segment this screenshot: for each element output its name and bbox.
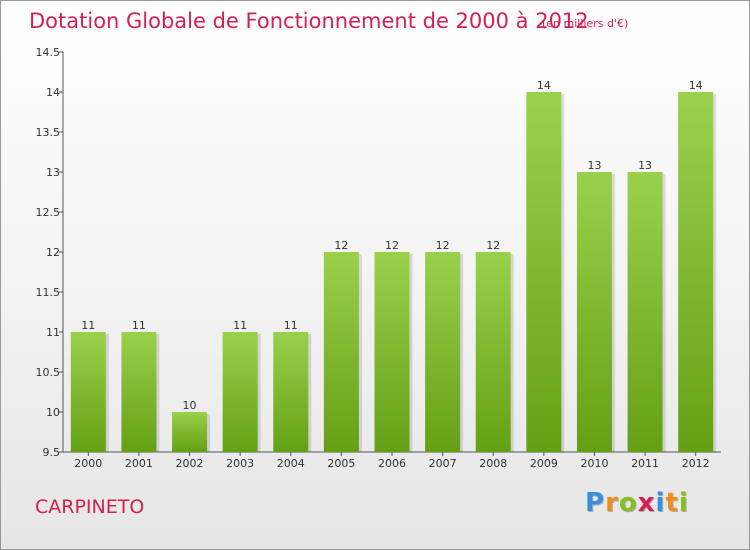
proxiti-logo: Proxiti — [585, 488, 689, 518]
data-label: 12 — [486, 239, 500, 252]
data-label: 11 — [284, 319, 298, 332]
data-label: 11 — [81, 319, 95, 332]
bar-2003 — [222, 332, 258, 452]
x-tick-label: 2003 — [226, 457, 254, 470]
data-label: 13 — [587, 159, 601, 172]
data-label: 13 — [638, 159, 652, 172]
data-label: 10 — [183, 399, 197, 412]
axes: 9.5 10 10.5 11 11.5 12 12.5 13 13.5 14 14.5 2000 200… — [36, 46, 721, 470]
x-tick-label: 2002 — [176, 457, 204, 470]
data-label: 12 — [436, 239, 450, 252]
logo-letter: i — [678, 488, 689, 518]
x-tick-label: 2000 — [74, 457, 102, 470]
data-label: 12 — [385, 239, 399, 252]
bar-2001 — [121, 332, 157, 452]
bar-2008 — [475, 252, 511, 452]
y-tick-label: 11.5 — [36, 286, 61, 299]
y-tick-label: 12.5 — [36, 206, 61, 219]
bar-2006 — [374, 252, 410, 452]
data-label: 14 — [689, 79, 703, 92]
x-tick-label: 2009 — [530, 457, 558, 470]
commune-name: CARPINETO — [35, 496, 145, 518]
y-tick-label: 14 — [46, 86, 60, 99]
y-tick-label: 11 — [46, 326, 60, 339]
x-tick-label: 2010 — [580, 457, 608, 470]
bar-2002 — [172, 412, 208, 452]
x-tick-label: 2001 — [125, 457, 153, 470]
data-labels: 11 11 10 11 11 12 12 12 12 14 13 13 14 — [81, 79, 702, 412]
y-tick-label: 13 — [46, 166, 60, 179]
bar-2000 — [70, 332, 106, 452]
data-label: 14 — [537, 79, 551, 92]
bar-2004 — [273, 332, 309, 452]
x-tick-label: 2004 — [277, 457, 305, 470]
chart-title: Dotation Globale de Fonctionnement de 20… — [29, 9, 589, 33]
logo-letter: r — [605, 488, 619, 518]
logo-letter: t — [665, 488, 679, 518]
data-label: 11 — [132, 319, 146, 332]
logo-letter: P — [585, 488, 606, 518]
bar-2005 — [323, 252, 359, 452]
x-tick-label: 2006 — [378, 457, 406, 470]
bars — [70, 92, 717, 452]
chart-unit: (en milliers d'€) — [542, 17, 629, 30]
x-tick-label: 2011 — [631, 457, 659, 470]
logo-letter: i — [655, 488, 666, 518]
x-tick-label: 2008 — [479, 457, 507, 470]
x-tick-label: 2012 — [682, 457, 710, 470]
logo-letter: x — [637, 488, 656, 518]
bar-2007 — [425, 252, 461, 452]
y-tick-label: 14.5 — [36, 46, 61, 59]
data-label: 11 — [233, 319, 247, 332]
x-tick-label: 2007 — [429, 457, 457, 470]
logo-letter: o — [618, 488, 638, 518]
y-tick-label: 12 — [46, 246, 60, 259]
y-tick-label: 10 — [46, 406, 60, 419]
y-tick-label: 13.5 — [36, 126, 61, 139]
y-tick-label: 9.5 — [43, 446, 61, 459]
bar-2012 — [678, 92, 714, 452]
bar-2009 — [526, 92, 562, 452]
y-tick-label: 10.5 — [36, 366, 61, 379]
bar-2010 — [576, 172, 612, 452]
x-tick-label: 2005 — [327, 457, 355, 470]
bar-2011 — [627, 172, 663, 452]
data-label: 12 — [334, 239, 348, 252]
